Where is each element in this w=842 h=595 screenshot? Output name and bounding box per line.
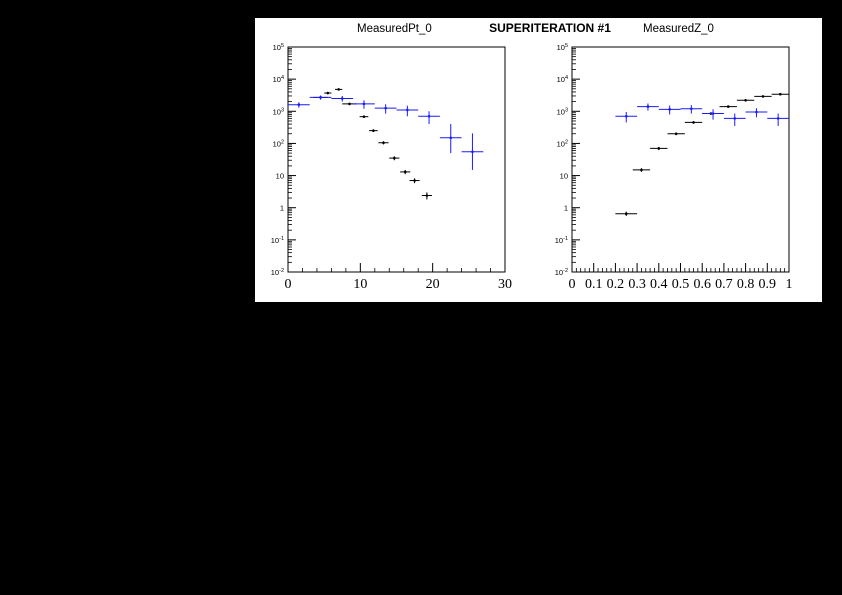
data-point-z-s0	[674, 132, 678, 136]
pad-title-pt: MeasuredPt_0	[357, 23, 432, 35]
y-tick-label-z: 10-2	[555, 268, 568, 277]
data-point-z-s1	[776, 117, 780, 120]
data-point-pt-s1	[297, 103, 301, 107]
x-tick-label-pt: 20	[426, 277, 440, 292]
x-tick-label-z: 0.4	[650, 277, 668, 292]
x-tick-label-z: 0.3	[628, 277, 646, 292]
data-point-z-s1	[755, 110, 758, 114]
x-tick-label-z: 0.8	[737, 277, 755, 292]
plot-frame-pt	[287, 46, 506, 273]
y-tick-label-z: 1	[564, 204, 568, 213]
data-point-pt-s1	[362, 102, 366, 106]
data-point-pt-s0	[326, 91, 330, 95]
data-point-pt-s0	[382, 141, 385, 145]
data-point-pt-s0	[425, 194, 429, 197]
pad-title-z: MeasuredZ_0	[643, 23, 714, 35]
data-point-z-s0	[761, 95, 765, 98]
data-point-z-s1	[690, 107, 693, 111]
data-point-z-s0	[657, 147, 661, 150]
data-point-z-s0	[726, 105, 730, 108]
x-tick-label-z: 0.2	[607, 277, 625, 292]
data-point-z-s1	[668, 108, 671, 111]
data-point-pt-s0	[393, 156, 396, 160]
data-point-pt-s0	[362, 115, 366, 118]
data-point-pt-s1	[384, 106, 387, 110]
data-point-z-s1	[711, 112, 715, 115]
x-tick-label-z: 0.9	[759, 277, 777, 292]
y-tick-label-z: 103	[557, 107, 568, 116]
y-tick-label-pt: 10-1	[271, 236, 284, 245]
data-point-z-s0	[744, 98, 747, 102]
data-point-z-s0	[640, 168, 643, 172]
data-point-z-s1	[733, 117, 737, 120]
canvas-panel	[255, 18, 822, 302]
data-point-pt-s1	[471, 150, 474, 154]
x-tick-label-pt: 10	[353, 277, 367, 292]
super-title: SUPERITERATION #1	[489, 21, 611, 35]
y-tick-label-pt: 102	[273, 139, 284, 148]
y-tick-label-pt: 103	[273, 107, 284, 116]
data-point-pt-s1	[340, 97, 344, 100]
data-point-z-s1	[646, 105, 650, 108]
y-tick-label-pt: 105	[273, 43, 284, 52]
data-point-pt-s1	[406, 108, 409, 112]
data-point-pt-s0	[403, 170, 407, 174]
y-tick-label-z: 10-1	[555, 236, 568, 245]
data-point-z-s0	[692, 121, 695, 124]
x-tick-label-z: 0.1	[585, 277, 603, 292]
x-tick-label-z: 1	[786, 277, 793, 292]
y-tick-label-z: 104	[557, 75, 568, 84]
data-point-pt-s0	[337, 88, 340, 91]
x-tick-label-pt: 0	[285, 277, 292, 292]
data-point-pt-s1	[449, 136, 453, 140]
x-tick-label-z: 0.6	[693, 277, 711, 292]
y-tick-label-z: 105	[557, 43, 568, 52]
plot-frame-z	[571, 46, 790, 273]
y-tick-label-z: 10	[560, 172, 568, 181]
x-tick-label-z: 0	[569, 277, 576, 292]
x-tick-label-pt: 30	[498, 277, 512, 292]
y-tick-label-pt: 10	[276, 172, 284, 181]
x-tick-label-z: 0.5	[672, 277, 690, 292]
data-point-pt-s0	[372, 129, 375, 132]
y-tick-label-pt: 10-2	[271, 268, 284, 277]
data-point-z-s0	[779, 92, 782, 96]
x-tick-label-z: 0.7	[715, 277, 733, 292]
data-point-z-s0	[624, 212, 628, 216]
data-point-pt-s0	[413, 179, 416, 182]
data-point-z-s1	[624, 114, 628, 118]
y-tick-label-pt: 1	[280, 204, 284, 213]
data-point-pt-s1	[319, 96, 322, 99]
data-point-pt-s1	[427, 114, 431, 118]
y-tick-label-z: 102	[557, 139, 568, 148]
data-point-pt-s0	[348, 102, 351, 106]
y-tick-label-pt: 104	[273, 75, 284, 84]
